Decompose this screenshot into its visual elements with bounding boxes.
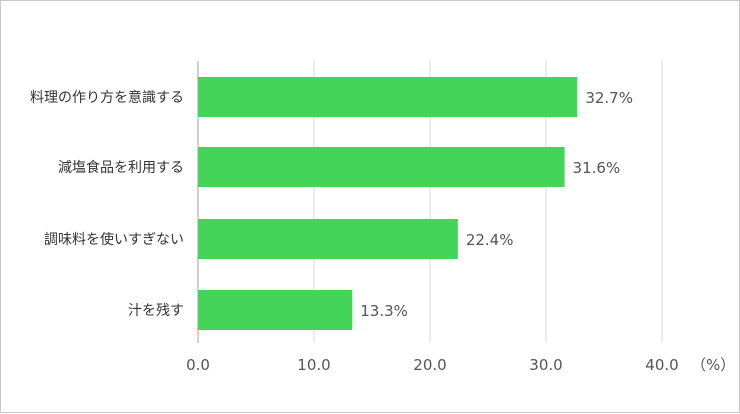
unit-label: （%） <box>691 356 735 374</box>
value-label: 13.3% <box>360 302 408 320</box>
bar <box>198 147 565 187</box>
category-label: 調味料を使いすぎない <box>44 231 184 248</box>
value-label: 32.7% <box>585 89 633 107</box>
bar <box>198 77 578 117</box>
x-tick-label: 0.0 <box>186 356 210 374</box>
value-labels: 32.7% 31.6% 22.4% 13.3% <box>360 89 633 320</box>
category-label: 減塩食品を利用する <box>58 159 184 176</box>
x-tick-label: 40.0 <box>645 356 678 374</box>
x-tick-label: 30.0 <box>529 356 562 374</box>
bars <box>198 77 578 330</box>
category-label: 料理の作り方を意識する <box>30 89 184 106</box>
bar <box>198 290 353 330</box>
bar <box>198 219 458 259</box>
value-label: 22.4% <box>466 231 514 249</box>
x-tick-label: 20.0 <box>413 356 446 374</box>
x-tick-labels: 0.0 10.0 20.0 30.0 40.0 <box>186 356 679 374</box>
x-tick-label: 10.0 <box>297 356 330 374</box>
category-label: 汁を残す <box>128 303 184 319</box>
value-label: 31.6% <box>573 159 621 177</box>
